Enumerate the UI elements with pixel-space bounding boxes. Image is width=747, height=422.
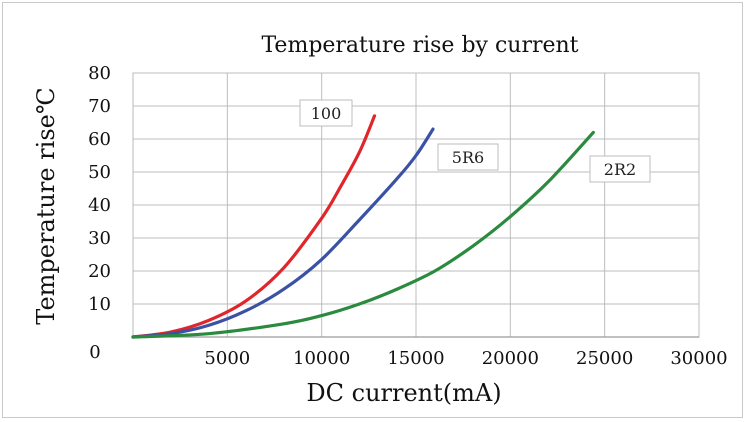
- series-label-box: [437, 143, 499, 171]
- x-tick-label: 30000: [670, 348, 727, 369]
- series-line-2r2: [131, 130, 595, 339]
- series-line-5r6: [131, 127, 435, 339]
- series-label-100: 100: [299, 99, 353, 127]
- series-label-text: 5R6: [452, 148, 484, 167]
- y-tick-label: 10: [88, 294, 111, 315]
- origin-tick-label: 0: [89, 342, 100, 363]
- chart-title: Temperature rise by current: [261, 33, 578, 58]
- series-label-text: 100: [311, 104, 342, 123]
- series-label-2r2: 2R2: [589, 155, 651, 183]
- x-axis-title: DC current(mA): [306, 379, 501, 407]
- series-labels: 100 5R6 2R2: [299, 99, 651, 183]
- y-tick-label: 60: [88, 129, 111, 150]
- x-tick-label: 15000: [387, 348, 444, 369]
- x-tick-label: 25000: [576, 348, 633, 369]
- series-label-5r6: 5R6: [437, 143, 499, 171]
- y-tick-label: 50: [88, 162, 111, 183]
- series-lines: [131, 114, 595, 339]
- y-axis-title: Temperature rise℃: [32, 87, 60, 324]
- series-label-box: [299, 99, 353, 127]
- x-tick-label: 20000: [482, 348, 539, 369]
- y-tick-label: 80: [88, 63, 111, 84]
- y-tick-label: 30: [88, 228, 111, 249]
- x-tick-label: 10000: [293, 348, 350, 369]
- series-label-text: 2R2: [604, 160, 636, 179]
- x-tick-label: 5000: [204, 348, 250, 369]
- chart-frame: [2, 2, 743, 418]
- grid: [132, 72, 700, 338]
- y-tick-label: 40: [88, 195, 111, 216]
- series-line-100: [131, 114, 377, 339]
- y-tick-label: 70: [88, 96, 111, 117]
- y-tick-label: 20: [88, 261, 111, 282]
- series-label-box: [589, 155, 651, 183]
- tick-labels: 10 20 30 40 50 60 70 80 5000 10000 15000 20000 25000…: [88, 63, 728, 369]
